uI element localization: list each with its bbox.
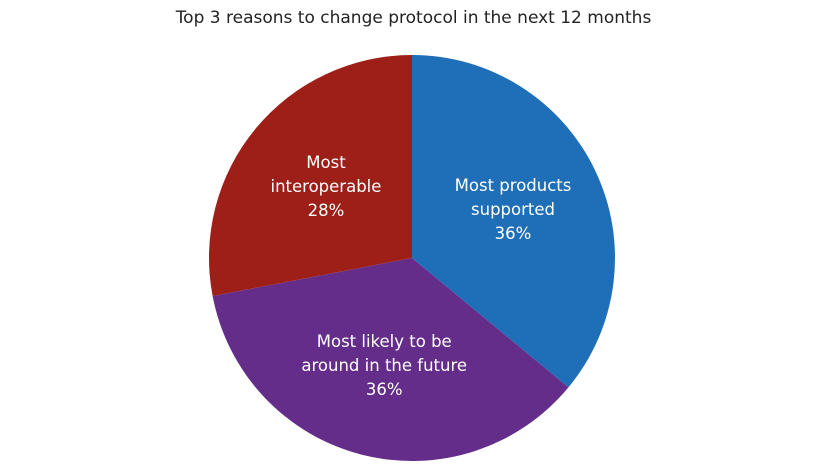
chart-title: Top 3 reasons to change protocol in the … xyxy=(175,8,652,28)
slice-label: Most interoperable 28% xyxy=(270,151,382,223)
pie-slice xyxy=(412,55,615,388)
value-label: 36% xyxy=(494,224,532,244)
category-label: Most likely to be around in the future xyxy=(301,332,468,376)
slice-label: Most products supported 36% xyxy=(448,174,578,246)
category-label: Most interoperable xyxy=(270,152,382,196)
category-label: Most products supported xyxy=(454,176,572,220)
value-label: 28% xyxy=(307,200,345,220)
slice-label: Most likely to be around in the future 36… xyxy=(299,330,469,402)
pie-slice xyxy=(212,258,569,461)
pie-slice xyxy=(208,55,412,297)
value-label: 36% xyxy=(365,380,403,400)
